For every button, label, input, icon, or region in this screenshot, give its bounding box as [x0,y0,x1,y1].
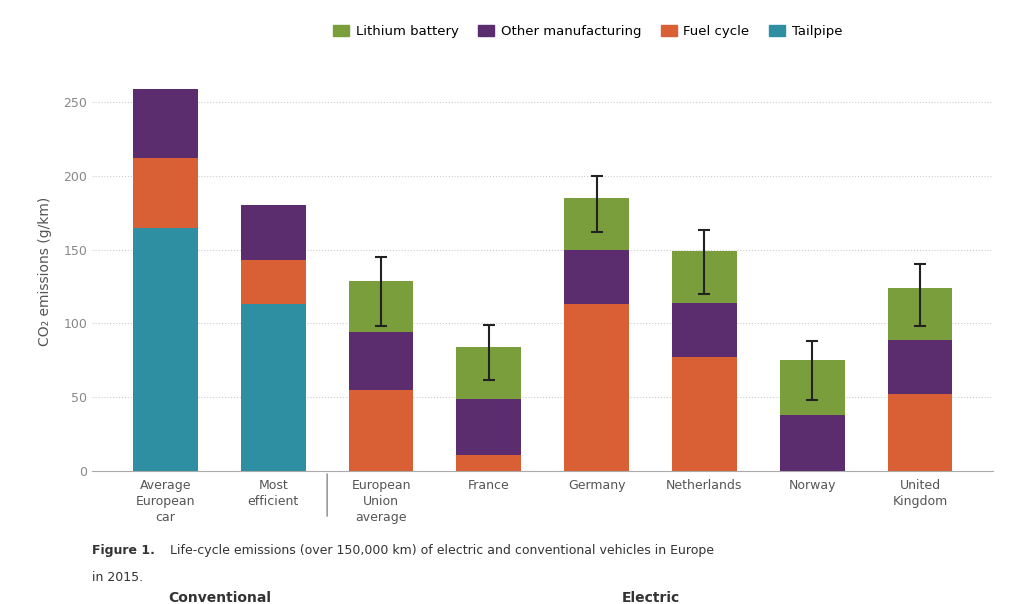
Text: in 2015.: in 2015. [92,571,143,584]
Bar [133,158,198,228]
Bar [780,361,845,415]
Text: Figure 1.: Figure 1. [92,544,155,557]
Bar [564,304,629,471]
Bar [564,249,629,304]
Bar [672,358,736,471]
Bar [888,339,952,394]
Text: Electric: Electric [622,591,680,604]
Text: Life-cycle emissions (over 150,000 km) of electric and conventional vehicles in : Life-cycle emissions (over 150,000 km) o… [166,544,714,557]
Bar [457,347,521,399]
Bar [564,198,629,249]
Y-axis label: CO₂ emissions (g/km): CO₂ emissions (g/km) [38,197,52,347]
Bar [349,390,414,471]
Bar [133,89,198,158]
Bar [457,455,521,471]
Bar [888,288,952,339]
Legend: Lithium battery, Other manufacturing, Fuel cycle, Tailpipe: Lithium battery, Other manufacturing, Fu… [328,19,848,43]
Bar [672,303,736,358]
Bar [349,281,414,332]
Bar [888,394,952,471]
Text: Conventional: Conventional [168,591,271,604]
Bar [241,205,305,260]
Bar [241,304,305,471]
Bar [133,228,198,471]
Bar [672,251,736,303]
Bar [349,332,414,390]
Bar [457,399,521,455]
Bar [780,415,845,471]
Bar [241,260,305,304]
